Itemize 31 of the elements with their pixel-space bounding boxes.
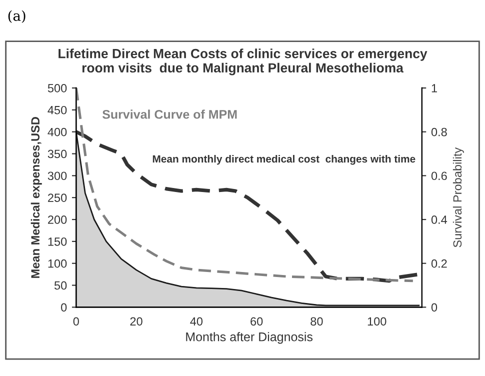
y-axis-title: Mean Medical expenses,USD: [30, 117, 42, 278]
series-label: Survival Curve of MPM: [102, 110, 237, 119]
x-tick-label: 60: [250, 317, 263, 326]
chart-title: Lifetime Direct Mean Costs of clinic services or emergency room visits due to Malignant Pleural Mesothelioma: [58, 48, 428, 76]
series-label: Mean monthly direct medical cost changes with time: [152, 154, 416, 165]
x-tick-label: 40: [190, 317, 203, 326]
text: (a): [8, 10, 26, 23]
line-series: [76, 88, 414, 282]
x-tick-label: 100: [368, 317, 386, 326]
x-axis-title: Months after Diagnosis: [186, 332, 313, 344]
y-tick-label: 400: [48, 128, 67, 136]
y-tick-label: 0: [61, 303, 67, 312]
y2-axis-title: Survival Probability: [452, 147, 464, 248]
y2-tick-label: 0.8: [431, 128, 447, 136]
y2-tick-label: 1: [432, 84, 437, 92]
x-tick-label: 0: [73, 317, 79, 326]
x-tick-label: 20: [130, 317, 142, 326]
y2-tick-label: 0.2: [431, 259, 447, 268]
y2-tick-label: 0.4: [431, 216, 448, 224]
y-tick-label: 200: [48, 216, 67, 224]
y-tick-label: 450: [48, 106, 67, 114]
y-tick-label: 350: [48, 150, 67, 158]
y-tick-label: 100: [48, 259, 67, 268]
x-tick-label: 80: [310, 317, 323, 326]
y-tick-label: 300: [48, 172, 67, 180]
y-tick-label: 500: [48, 84, 67, 92]
y-tick-label: 150: [48, 237, 67, 246]
y2-tick-label: 0.6: [431, 172, 447, 180]
y-tick-label: 250: [48, 194, 67, 202]
y2-tick-label: 0: [431, 303, 438, 312]
y-tick-label: 50: [54, 281, 67, 290]
